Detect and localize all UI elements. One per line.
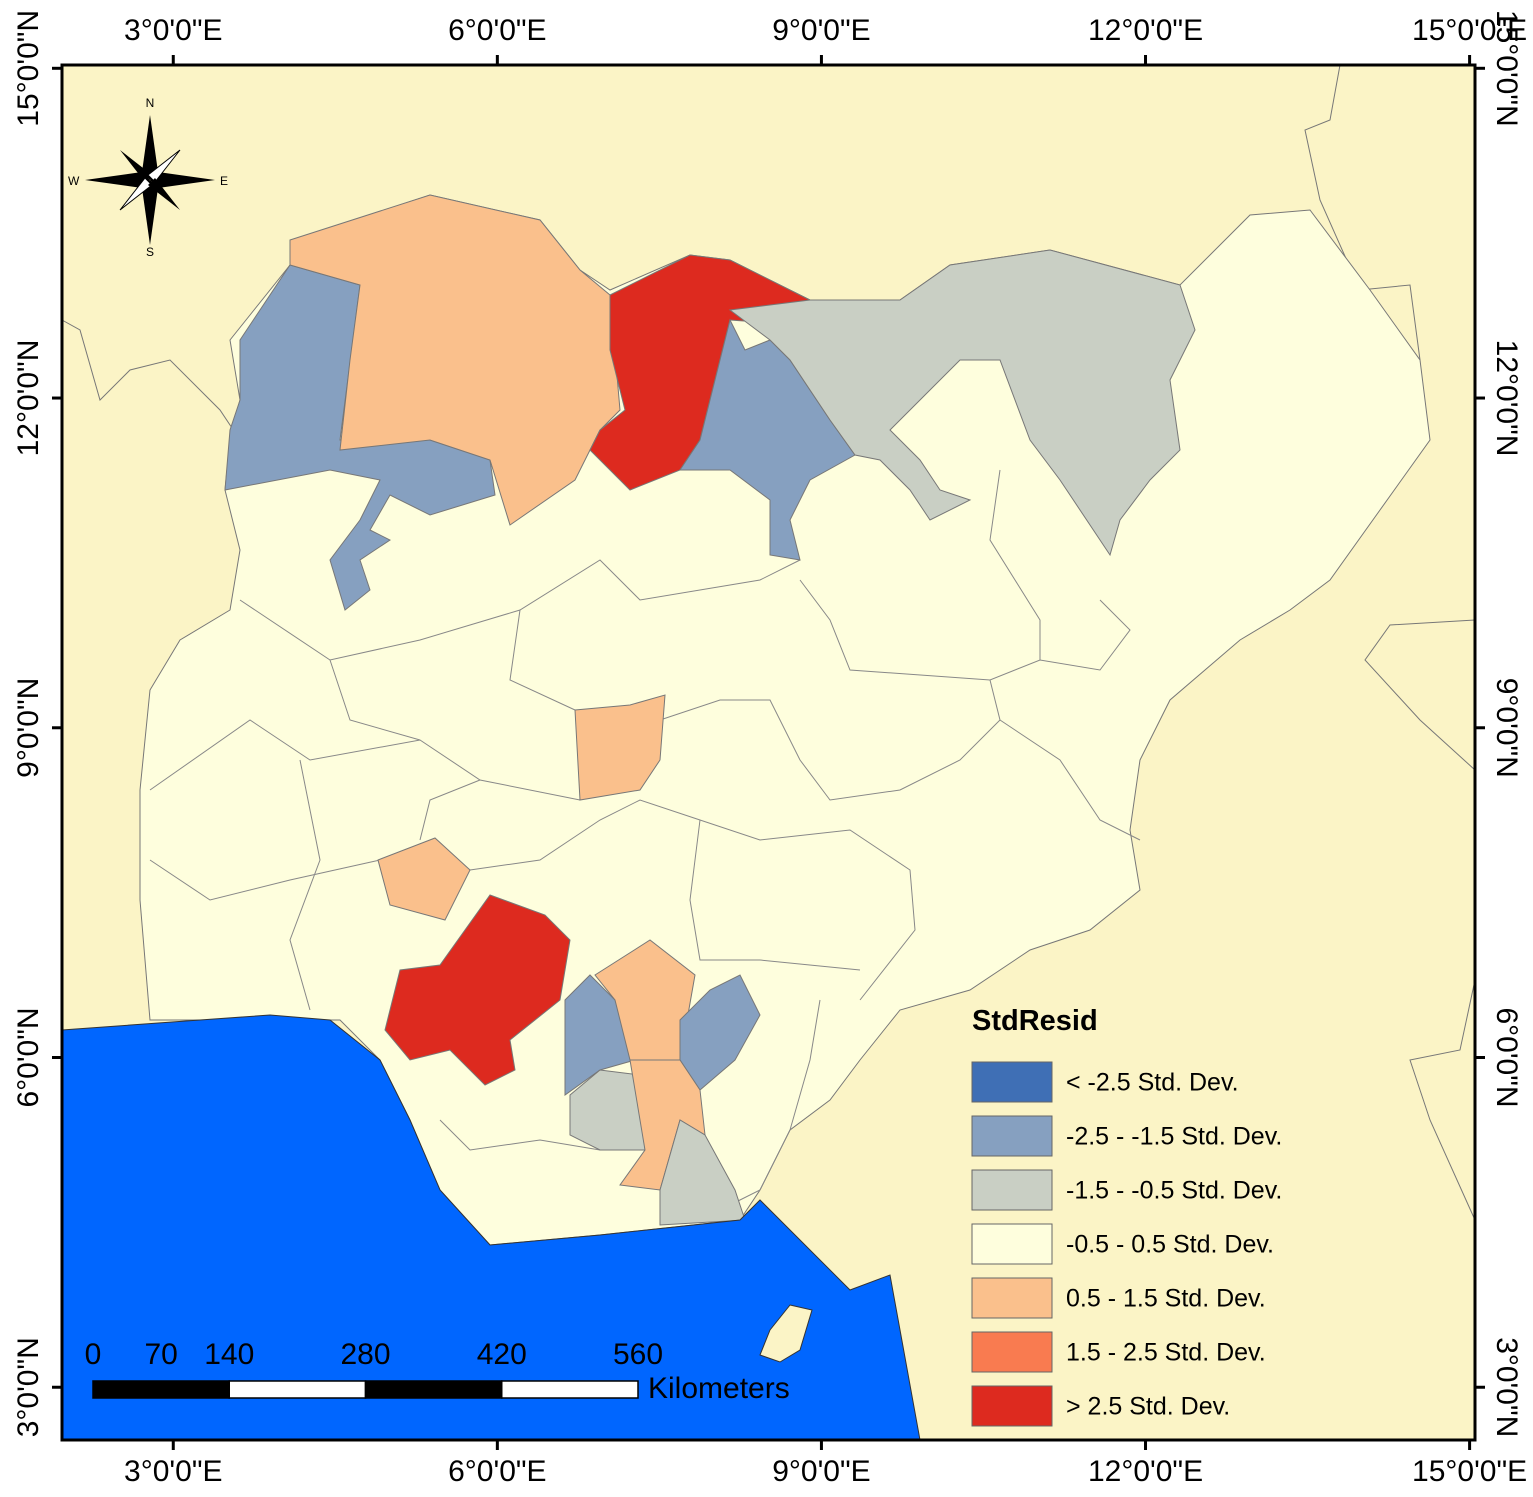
scale-bar-label: 70 bbox=[144, 1338, 177, 1371]
legend-swatch bbox=[971, 1169, 1053, 1211]
x-tick-label: 12°0'0"E bbox=[1088, 1455, 1203, 1488]
y-tick-label: 9°0'0"N bbox=[1490, 678, 1523, 778]
state bbox=[384, 894, 571, 1086]
x-tick-label: 12°0'0"E bbox=[1088, 14, 1203, 47]
x-tick-label: 9°0'0"E bbox=[772, 14, 870, 47]
state bbox=[728, 249, 1196, 557]
state bbox=[659, 1119, 746, 1226]
compass-label: S bbox=[146, 245, 154, 259]
legend-swatch bbox=[971, 1331, 1053, 1373]
scale-bar-label: 140 bbox=[204, 1338, 254, 1371]
legend-label: -1.5 - -0.5 Std. Dev. bbox=[1066, 1177, 1282, 1205]
y-tick-label: 3°0'0"N bbox=[1490, 1337, 1523, 1437]
scale-bar-segment bbox=[228, 1380, 367, 1399]
legend-label: 0.5 - 1.5 Std. Dev. bbox=[1066, 1285, 1266, 1313]
map-frame bbox=[60, 63, 1477, 1442]
x-tick-label: 3°0'0"E bbox=[124, 1455, 222, 1488]
scale-bar-segment bbox=[364, 1380, 503, 1399]
scale-bar-segment bbox=[92, 1380, 230, 1399]
scale-bar-label: 280 bbox=[340, 1338, 390, 1371]
x-tick-label: 6°0'0"E bbox=[448, 14, 546, 47]
scale-bar-unit: Kilometers bbox=[648, 1372, 790, 1405]
legend-label: -0.5 - 0.5 Std. Dev. bbox=[1066, 1231, 1274, 1259]
legend-swatch bbox=[971, 1061, 1053, 1103]
legend-label: < -2.5 Std. Dev. bbox=[1066, 1069, 1239, 1097]
scale-bar-label: 0 bbox=[85, 1338, 102, 1371]
legend-swatch bbox=[971, 1223, 1053, 1265]
y-tick-label: 6°0'0"N bbox=[1490, 1007, 1523, 1107]
x-tick-label: 9°0'0"E bbox=[772, 1455, 870, 1488]
y-tick-label: 15°0'0"N bbox=[12, 10, 45, 127]
x-tick-label: 15°0'0"E bbox=[1412, 14, 1527, 47]
legend-swatch bbox=[971, 1385, 1053, 1427]
scale-bar-label: 420 bbox=[477, 1338, 527, 1371]
y-tick-label: 6°0'0"N bbox=[12, 1007, 45, 1107]
neighbour-borders bbox=[61, 64, 1476, 1221]
y-tick-label: 12°0'0"N bbox=[12, 340, 45, 457]
legend-label: 1.5 - 2.5 Std. Dev. bbox=[1066, 1339, 1266, 1367]
state bbox=[289, 194, 621, 526]
x-tick-label: 3°0'0"E bbox=[124, 14, 222, 47]
y-tick-label: 9°0'0"N bbox=[12, 678, 45, 778]
legend-swatch bbox=[971, 1277, 1053, 1319]
compass-label: W bbox=[68, 174, 80, 188]
compass-label: N bbox=[146, 96, 155, 110]
y-tick-label: 3°0'0"N bbox=[12, 1337, 45, 1437]
island bbox=[759, 1304, 813, 1363]
scale-bar-segment bbox=[501, 1380, 639, 1399]
compass-label: E bbox=[220, 174, 228, 188]
legend-swatch bbox=[971, 1115, 1053, 1157]
legend-label: -2.5 - -1.5 Std. Dev. bbox=[1066, 1123, 1282, 1151]
x-tick-label: 15°0'0"E bbox=[1412, 1455, 1527, 1488]
sea bbox=[61, 1014, 921, 1441]
y-tick-label: 12°0'0"N bbox=[1490, 340, 1523, 457]
state-borders bbox=[149, 469, 1141, 1211]
legend-label: > 2.5 Std. Dev. bbox=[1066, 1393, 1230, 1421]
state bbox=[574, 694, 666, 801]
x-tick-label: 6°0'0"E bbox=[448, 1455, 546, 1488]
state bbox=[377, 837, 471, 921]
y-tick-label: 15°0'0"N bbox=[1490, 10, 1523, 127]
scale-bar-label: 560 bbox=[613, 1338, 663, 1371]
north-arrow: N S E W bbox=[68, 96, 228, 259]
legend-title: StdResid bbox=[972, 1005, 1098, 1037]
